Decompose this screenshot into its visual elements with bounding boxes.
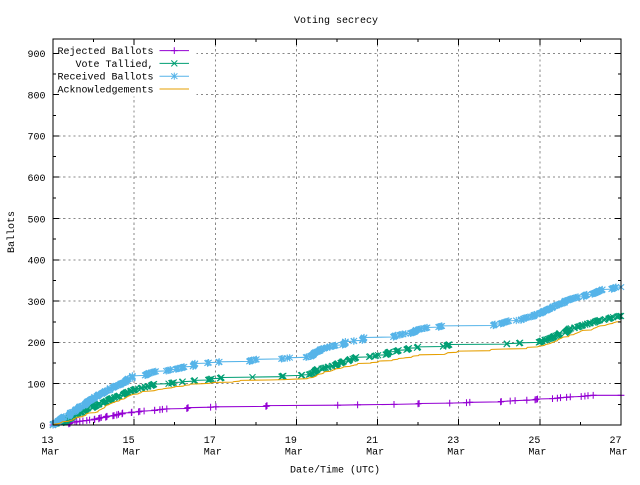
svg-text:900: 900 [27, 50, 45, 61]
svg-text:Mar: Mar [447, 448, 465, 459]
svg-text:Rejected Ballots: Rejected Ballots [57, 46, 153, 58]
svg-text:500: 500 [27, 215, 45, 226]
svg-text:400: 400 [27, 257, 45, 268]
svg-text:Acknowledgements: Acknowledgements [57, 84, 153, 96]
svg-text:300: 300 [27, 298, 45, 309]
svg-text:0: 0 [39, 422, 45, 433]
svg-text:Mar: Mar [528, 448, 546, 459]
svg-text:200: 200 [27, 339, 45, 350]
svg-text:15: 15 [123, 436, 135, 447]
svg-text:100: 100 [27, 381, 45, 392]
svg-text:800: 800 [27, 91, 45, 102]
svg-text:Mar: Mar [123, 448, 141, 459]
svg-text:Received Ballots: Received Ballots [57, 72, 153, 84]
svg-text:27: 27 [610, 436, 622, 447]
svg-text:25: 25 [528, 436, 540, 447]
svg-text:Mar: Mar [204, 448, 222, 459]
svg-text:Vote Tallied,: Vote Tallied, [75, 59, 153, 71]
svg-text:Voting secrecy: Voting secrecy [294, 15, 378, 27]
svg-text:Mar: Mar [42, 448, 60, 459]
svg-text:21: 21 [366, 436, 378, 447]
svg-text:Mar: Mar [366, 448, 384, 459]
svg-text:23: 23 [447, 436, 459, 447]
svg-text:Mar: Mar [285, 448, 303, 459]
svg-text:17: 17 [204, 436, 216, 447]
svg-text:Mar: Mar [610, 448, 628, 459]
svg-text:13: 13 [42, 436, 54, 447]
svg-text:700: 700 [27, 133, 45, 144]
svg-text:600: 600 [27, 174, 45, 185]
svg-text:Ballots: Ballots [6, 211, 18, 253]
svg-text:Date/Time (UTC): Date/Time (UTC) [290, 465, 380, 477]
svg-text:19: 19 [285, 436, 297, 447]
